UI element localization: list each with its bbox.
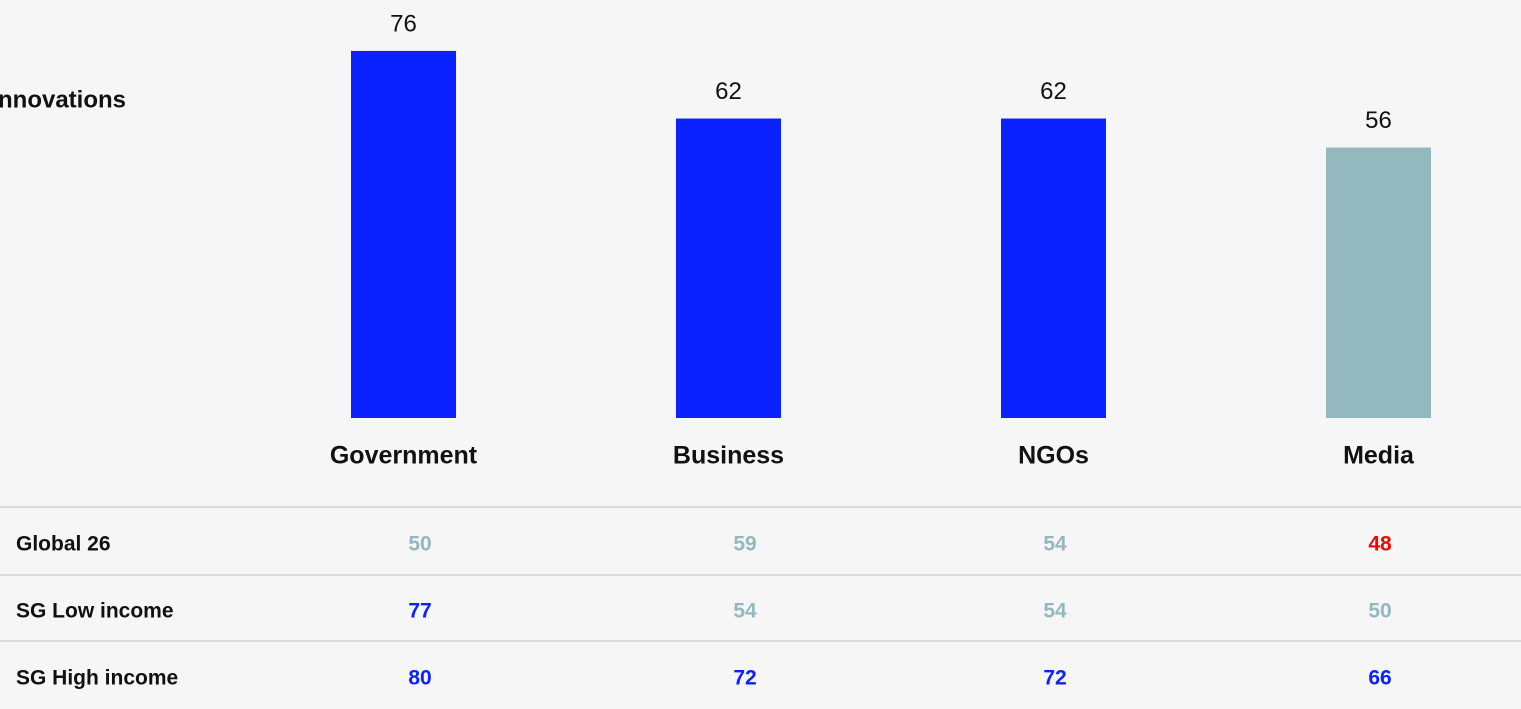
row-label: SG Low income: [16, 600, 174, 623]
bar: [676, 118, 781, 418]
bar: [1326, 147, 1431, 418]
bar: [1001, 118, 1106, 418]
table-cell: 54: [733, 600, 757, 623]
category-label: Business: [673, 442, 784, 470]
category-label: Government: [330, 442, 478, 470]
table-cell: 54: [1043, 600, 1067, 623]
category-label: Media: [1343, 442, 1415, 470]
row-label: SG High income: [16, 667, 178, 690]
category-label: NGOs: [1018, 442, 1089, 470]
chart-title: nnovations: [0, 86, 126, 113]
value-label: 62: [715, 78, 742, 105]
table-cell: 48: [1368, 533, 1392, 556]
bar: [351, 50, 456, 419]
table-cell: 72: [1043, 667, 1066, 690]
table-cell: 77: [408, 600, 431, 623]
table-cell: 80: [408, 667, 431, 690]
table-cell: 50: [408, 533, 431, 556]
table-cell: 66: [1368, 667, 1391, 690]
table-cell: 59: [733, 533, 756, 556]
table-cell: 50: [1368, 600, 1391, 623]
row-label: Global 26: [16, 533, 111, 556]
table-cell: 72: [733, 667, 756, 690]
value-label: 62: [1040, 78, 1067, 105]
value-label: 56: [1365, 107, 1392, 134]
table-cell: 54: [1043, 533, 1067, 556]
value-label: 76: [390, 10, 417, 37]
